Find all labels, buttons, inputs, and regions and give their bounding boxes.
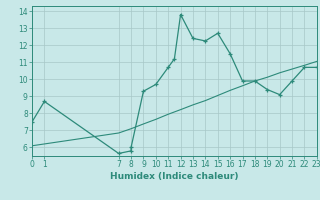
X-axis label: Humidex (Indice chaleur): Humidex (Indice chaleur): [110, 172, 239, 181]
